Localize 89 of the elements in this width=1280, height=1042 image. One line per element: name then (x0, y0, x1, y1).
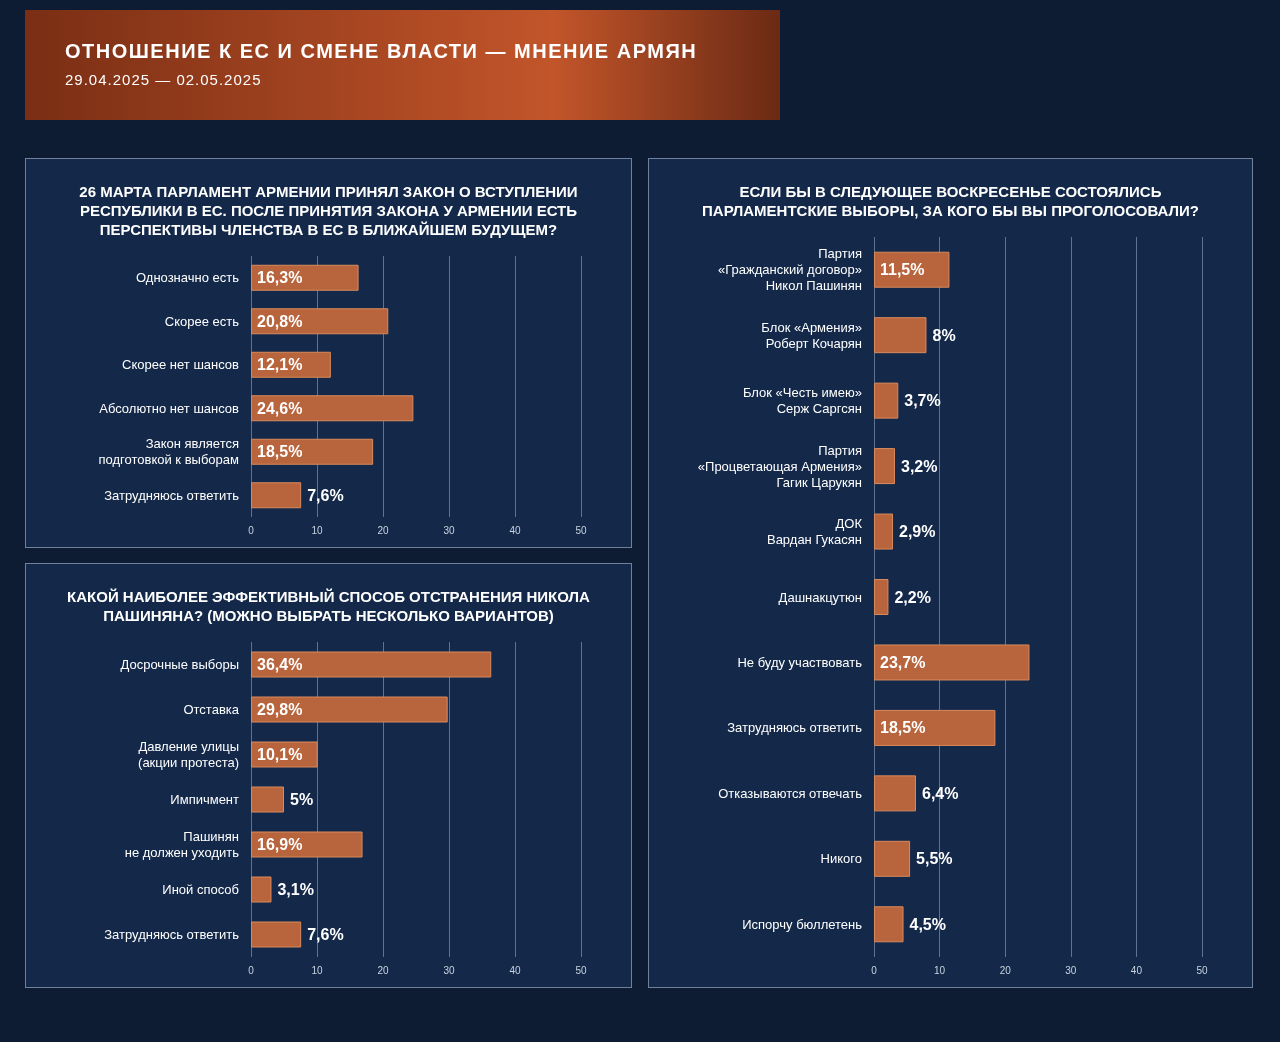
data-label: 23,7% (880, 653, 926, 671)
bar (874, 317, 927, 354)
bar (874, 579, 889, 615)
data-label: 3,2% (900, 457, 938, 475)
bar (251, 482, 302, 509)
chart-title: 26 МАРТА ПАРЛАМЕНТ АРМЕНИИ ПРИНЯЛ ЗАКОН О ВСТУПЛЕНИИ РЕСПУБЛИКИ В ЕС. ПОСЛЕ ПРИНЯТИЯ ЗАКОНА У АРМЕНИИ ЕСТЬ ПЕРСПЕКТИВЫ ЧЛЕНСТВА В ЕС В БЛИЖАЙШЕМ БУДУЩЕМ? (79, 183, 578, 238)
chart-title: ЕСЛИ БЫ В СЛЕДУЮЩЕЕ ВОСКРЕСЕНЬЕ СОСТОЯЛИСЬ ПАРЛАМЕНТСКИЕ ВЫБОРЫ, ЗА КОГО БЫ ВЫ ПРОГОЛОСОВАЛИ? (702, 183, 1199, 219)
y-tick-label: Блок «Армения» Роберт Кочарян (761, 319, 862, 351)
bar (874, 382, 899, 419)
bar (251, 651, 492, 678)
data-label: 36,4% (257, 656, 303, 673)
y-tick-label: Затрудняюсь ответить (727, 720, 863, 736)
y-tick-label: Пашинян не должен уходить (124, 829, 240, 860)
bar (874, 709, 996, 746)
data-label: 3,7% (904, 392, 941, 410)
y-tick-label: Блок «Честь имею» Серж Саргсян (742, 385, 862, 417)
data-label: 8% (932, 326, 956, 344)
bar (874, 906, 904, 943)
text: ОТНОШЕНИЕ К ЕС И СМЕНЕ ВЛАСТИ — МНЕНИЕ АРМЯН (65, 40, 699, 63)
bar (874, 448, 895, 485)
bar (251, 831, 363, 858)
data-label: 20,8% (257, 312, 303, 330)
x-tick-label: 20 (999, 964, 1012, 976)
data-label: 4,5% (909, 915, 946, 933)
data-label: 7,6% (307, 486, 344, 504)
data-label: 2,9% (899, 523, 936, 541)
x-tick-label: 30 (1065, 964, 1077, 976)
y-tick-label: Отставка (183, 702, 240, 717)
y-tick-label: Импичмент (170, 792, 240, 807)
data-label: 18,5% (257, 443, 303, 461)
bar (874, 840, 911, 877)
bar (874, 775, 916, 812)
bar (251, 876, 272, 903)
data-label: 11,5% (880, 261, 925, 279)
x-tick-label: 10 (934, 964, 946, 976)
y-tick-label: Иной способ (162, 882, 239, 897)
bar (251, 395, 414, 422)
y-tick-label: Давление улицы (акции протеста) (138, 739, 239, 770)
data-label: 16,3% (257, 269, 303, 287)
y-tick-label: Затрудняюсь ответить (104, 487, 240, 503)
data-label: 29,8% (257, 701, 303, 718)
y-tick-label: Отказываются отвечать (718, 785, 863, 801)
y-tick-label: Никого (820, 851, 862, 867)
y-tick-label: Досрочные выборы (120, 657, 239, 672)
x-tick-label: 40 (509, 964, 521, 976)
data-label: 12,1% (257, 356, 303, 374)
data-label: 3,1% (277, 881, 314, 898)
x-tick-label: 40 (1130, 964, 1143, 976)
bar (874, 644, 1030, 681)
bar (251, 696, 448, 723)
y-tick-label: Скорее нет шансов (122, 357, 240, 373)
x-tick-label: 0 (871, 964, 878, 976)
y-tick-label: Не буду участвовать (737, 654, 863, 670)
data-label: 18,5% (880, 719, 926, 737)
x-tick-label: 50 (1196, 964, 1208, 976)
y-tick-label: Дашнакцутюн (778, 589, 862, 605)
bar (251, 786, 284, 813)
x-tick-label: 30 (443, 964, 455, 976)
x-tick-label: 30 (443, 524, 455, 536)
data-label: 7,6% (307, 926, 344, 943)
bar (251, 921, 302, 948)
x-tick-label: 50 (575, 964, 587, 976)
y-tick-label: Партия «Процветающая Армения» Гагик Царукян (697, 442, 862, 490)
data-label: 5% (290, 791, 314, 808)
y-tick-label: ДОК Вардан Гукасян (766, 516, 863, 548)
x-tick-label: 10 (311, 524, 323, 536)
data-label: 6,4% (921, 784, 959, 802)
x-tick-label: 40 (509, 524, 521, 536)
chart-title: КАКОЙ НАИБОЛЕЕ ЭФФЕКТИВНЫЙ СПОСОБ ОТСТРАНЕНИЯ НИКОЛА ПАШИНЯНА? (МОЖНО ВЫБРАТЬ НЕСКОЛЬКО ВАРИАНТОВ) (67, 588, 591, 624)
y-tick-label: Скорее есть (164, 313, 240, 329)
data-label: 24,6% (257, 399, 303, 417)
text: 29.04.2025 — 02.05.2025 (65, 71, 263, 88)
x-tick-label: 10 (311, 964, 323, 976)
y-tick-label: Закон является подготовкой к выборам (98, 436, 240, 468)
y-tick-label: Испорчу бюллетень (742, 916, 863, 932)
x-tick-label: 20 (377, 524, 389, 536)
data-label: 10,1% (257, 746, 303, 763)
y-tick-label: Абсолютно нет шансов (99, 400, 240, 416)
data-label: 5,5% (916, 850, 953, 868)
bar (874, 513, 894, 550)
x-tick-label: 0 (248, 964, 255, 976)
data-label: 2,2% (894, 588, 931, 606)
y-tick-label: Однозначно есть (135, 270, 240, 286)
data-label: 16,9% (257, 836, 303, 853)
x-tick-label: 50 (575, 524, 587, 536)
x-tick-label: 20 (377, 964, 389, 976)
y-tick-label: Партия «Гражданский договор» Никол Пашинян (718, 246, 862, 294)
x-tick-label: 0 (248, 524, 255, 536)
y-tick-label: Затрудняюсь ответить (104, 927, 240, 942)
